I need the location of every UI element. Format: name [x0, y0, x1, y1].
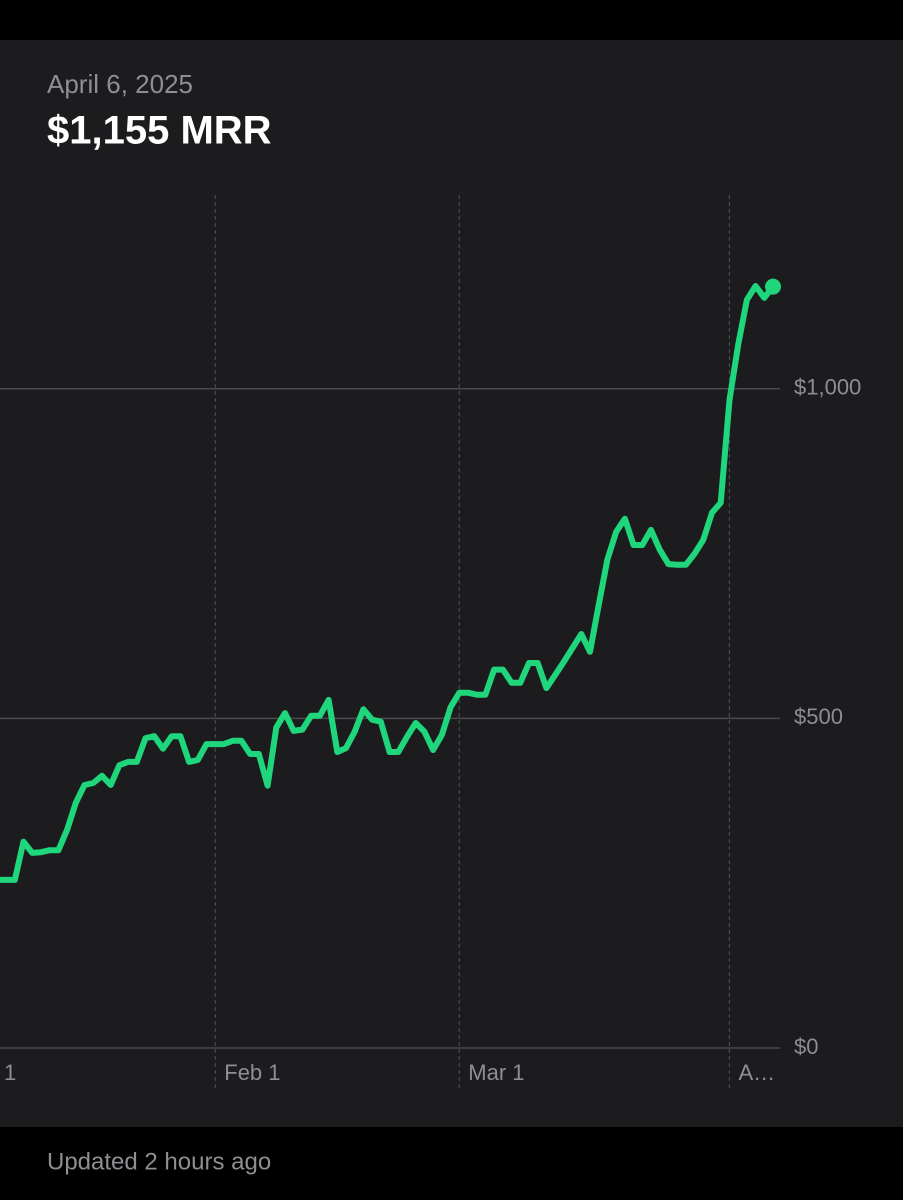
- x-tick-label: A…: [738, 1060, 775, 1085]
- x-tick-label: 1: [4, 1060, 16, 1085]
- x-tick-label: Feb 1: [224, 1060, 280, 1085]
- headline: $1,155 MRR: [47, 109, 272, 153]
- chart-panel: [0, 40, 903, 1127]
- status: Updated 2 hours ago: [47, 1148, 271, 1175]
- y-tick-label: $0: [794, 1034, 818, 1059]
- plot: $0 $500 $1,000 1 Feb 1 Mar 1 A…: [0, 195, 861, 1088]
- x-tick-label: Mar 1: [468, 1060, 524, 1085]
- line: [0, 283, 776, 883]
- y-tick-label: $1,000: [794, 375, 861, 400]
- date: April 6, 2025: [47, 69, 193, 99]
- y-tick-label: $500: [794, 704, 843, 729]
- end-marker: [765, 278, 782, 295]
